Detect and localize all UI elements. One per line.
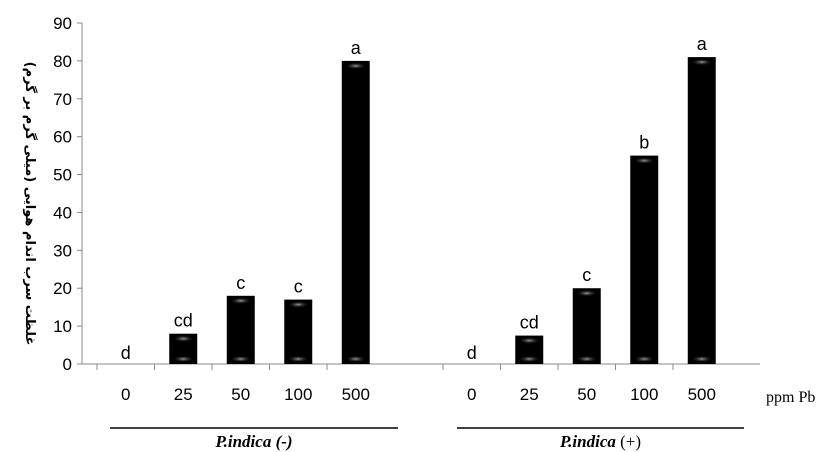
group-label-suffix: (+) [616, 432, 641, 451]
bar-highlight [344, 62, 367, 70]
bar-highlight [633, 355, 656, 363]
y-tick-label: 10 [53, 317, 72, 336]
y-axis-label: غلظت سرب اندام هوایی (میلی گرم بر گرم) [22, 62, 38, 346]
significance-letter: c [294, 277, 303, 297]
y-tick-label: 60 [53, 128, 72, 147]
x-tick-label: 25 [520, 385, 539, 404]
y-tick-label: 90 [53, 14, 72, 33]
significance-letter: cd [520, 313, 539, 333]
bar [630, 155, 659, 364]
bar [341, 60, 370, 365]
x-tick-label: 50 [231, 385, 250, 404]
x-tick-label: 25 [174, 385, 193, 404]
y-tick-label: 0 [63, 355, 72, 374]
bar-highlight [633, 157, 656, 165]
axes: 0 10 20 30 40 50 60 70 80 90 [53, 14, 760, 374]
bar-highlight [229, 297, 252, 305]
labels: d 0 cd 25 c 50 c 100 a 500 P.indica (-) d 0 cd 25 c 50 b 1… [110, 34, 744, 451]
significance-letter: cd [174, 311, 193, 331]
group-label-species: P.indica [214, 432, 271, 451]
significance-letter: d [467, 343, 477, 363]
significance-letter: c [236, 273, 245, 293]
y-tick-label: 50 [53, 166, 72, 185]
significance-letter: b [639, 133, 649, 153]
y-tick-label: 70 [53, 90, 72, 109]
bar-highlight [172, 355, 195, 363]
significance-letter: a [351, 38, 362, 58]
y-tick-label: 20 [53, 279, 72, 298]
bar [572, 288, 601, 364]
x-tick-label: 0 [121, 385, 130, 404]
bar [226, 295, 255, 364]
x-tick-label: 0 [467, 385, 476, 404]
significance-letter: c [582, 265, 591, 285]
bar-highlight [575, 289, 598, 297]
x-axis-unit-label: ppm Pb [766, 389, 815, 406]
bar-highlight [518, 355, 541, 363]
bar-highlight [172, 335, 195, 343]
bar [687, 57, 716, 364]
bar-highlight [690, 58, 713, 66]
bar-highlight [344, 355, 367, 363]
group-label: P.indica (-) [214, 432, 292, 451]
bar-highlight [287, 355, 310, 363]
bar-highlight [229, 355, 252, 363]
bars [169, 57, 716, 365]
significance-letter: d [121, 343, 131, 363]
group-label-species: P.indica [559, 432, 616, 451]
y-tick-label: 30 [53, 241, 72, 260]
bar-highlight [575, 355, 598, 363]
bar-highlight [690, 355, 713, 363]
x-tick-label: 100 [284, 385, 312, 404]
bar-highlight [518, 337, 541, 345]
x-tick-label: 50 [577, 385, 596, 404]
x-tick-label: 500 [342, 385, 370, 404]
x-tick-label: 500 [688, 385, 716, 404]
significance-letter: a [697, 34, 708, 54]
group-label: P.indica (+) [559, 432, 641, 451]
x-tick-label: 100 [630, 385, 658, 404]
bar [284, 299, 313, 364]
group-label-suffix: (-) [271, 432, 292, 451]
y-tick-label: 80 [53, 52, 72, 71]
y-tick-label: 40 [53, 203, 72, 222]
bar-highlight [287, 301, 310, 309]
